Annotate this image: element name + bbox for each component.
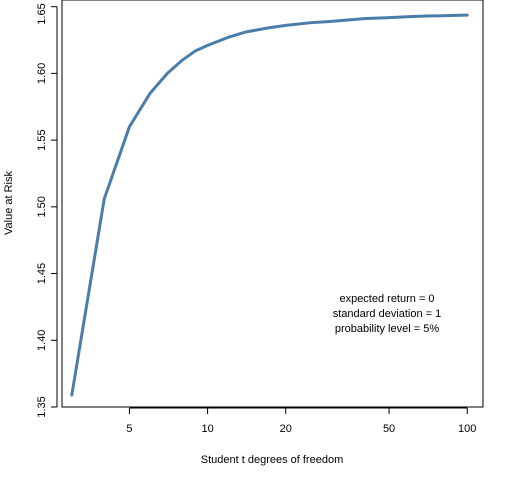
y-axis-title: Value at Risk: [3, 171, 15, 235]
y-tick-label: 1.35: [36, 396, 48, 417]
x-tick-label: 5: [126, 423, 132, 435]
x-tick-label: 10: [201, 423, 213, 435]
x-tick-label: 100: [458, 423, 476, 435]
y-tick-label: 1.60: [36, 63, 48, 84]
x-axis-title: Student t degrees of freedom: [201, 454, 343, 466]
y-tick-label: 1.55: [36, 129, 48, 150]
y-tick-label: 1.65: [36, 3, 48, 24]
y-tick-label: 1.50: [36, 196, 48, 217]
plot-frame: [61, 0, 484, 408]
x-tick-label: 50: [383, 423, 395, 435]
series-line: [70, 13, 469, 397]
annotation-probability-level: probability level = 5%: [335, 323, 439, 335]
y-axis: 1.35 1.40 1.45 1.50 1.55 1.60 1.65: [36, 3, 58, 418]
annotation-standard-deviation: standard deviation = 1: [333, 308, 442, 320]
annotation-expected-return: expected return = 0: [339, 293, 434, 305]
x-tick-label: 20: [280, 423, 292, 435]
series-layer: [70, 13, 469, 397]
annotation-box: expected return = 0 standard deviation =…: [333, 293, 442, 335]
x-axis: 5 10 20 50 100: [126, 407, 476, 435]
y-tick-label: 1.40: [36, 330, 48, 351]
y-tick-label: 1.45: [36, 263, 48, 284]
